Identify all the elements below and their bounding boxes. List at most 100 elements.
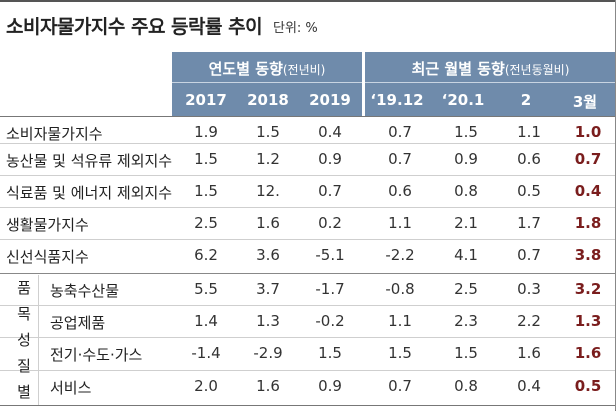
table-cell: 1.5	[256, 123, 280, 141]
header-group-annual: 연도별 동향(전년비) 2017 2018 2019	[172, 52, 362, 117]
row-label: 서비스	[50, 379, 92, 397]
table-cell: 2.0	[194, 377, 218, 395]
row-divider	[0, 175, 616, 176]
table-cell: 2.2	[517, 312, 541, 330]
table-cell: -5.1	[315, 246, 345, 264]
table-cell: 0.4	[574, 182, 602, 200]
row-label: 농산물 및 석유류 제외지수	[6, 152, 173, 170]
table-cell: 1.5	[388, 344, 412, 362]
row-divider	[0, 207, 616, 208]
table-cell: 1.6	[256, 214, 280, 232]
table-cell: 0.6	[388, 182, 412, 200]
table-cell: 3.6	[256, 246, 280, 264]
table-cell: 1.1	[388, 312, 412, 330]
table-cell: 0.3	[517, 280, 541, 298]
table-cell: 3.2	[574, 280, 602, 298]
row-label: 생활물가지수	[6, 216, 89, 234]
header-group-annual-sub: (전년비)	[282, 63, 326, 77]
table-cell: 2.5	[454, 280, 478, 298]
table-cell: 0.5	[574, 377, 602, 395]
table-cell: 0.7	[388, 123, 412, 141]
header-group-monthly-sub: (전년동월비)	[504, 63, 570, 77]
table-cell: -2.2	[385, 246, 415, 264]
column-header: 2	[520, 91, 532, 109]
table-cell: -1.4	[191, 344, 221, 362]
row-label: 식료품 및 에너지 제외지수	[6, 184, 173, 202]
table-cell: 0.9	[318, 150, 342, 168]
title-bar: 소비자물가지수 주요 등락률 추이 단위: %	[0, 0, 616, 44]
table-cell: 1.7	[517, 214, 541, 232]
table-cell: 2.1	[454, 214, 478, 232]
group-label-char: 별	[17, 383, 31, 401]
table-cell: 0.5	[517, 182, 541, 200]
table-cell: 1.9	[194, 123, 218, 141]
table-cell: 2.3	[454, 312, 478, 330]
table-cell: 1.1	[517, 123, 541, 141]
table-cell: 0.4	[318, 123, 342, 141]
table-cell: 6.2	[194, 246, 218, 264]
unit-label: 단위: %	[273, 21, 318, 36]
table-cell: -2.9	[253, 344, 283, 362]
row-divider	[0, 116, 616, 117]
table-cell: 0.7	[574, 150, 602, 168]
table-cell: 1.2	[256, 150, 280, 168]
column-header: 2017	[185, 91, 227, 109]
table-cell: 1.1	[388, 214, 412, 232]
table-cell: -1.7	[315, 280, 345, 298]
table-cell: 0.7	[388, 150, 412, 168]
table-cell: 12.	[256, 182, 280, 200]
header-group-monthly: 최근 월별 동향(전년동월비) ‘19.12 ‘20.1 2 3월	[365, 52, 616, 117]
group-divider	[0, 273, 616, 274]
row-label: 공업제품	[50, 314, 106, 332]
row-label: 소비자물가지수	[6, 125, 103, 143]
row-divider	[0, 239, 616, 240]
header-group-monthly-title: 최근 월별 동향(전년동월비)	[365, 58, 616, 79]
table-cell: 3.7	[256, 280, 280, 298]
table-cell: 3.8	[574, 246, 602, 264]
row-divider	[0, 370, 616, 371]
table-cell: 0.7	[388, 377, 412, 395]
table-title: 소비자물가지수 주요 등락률 추이	[6, 16, 263, 38]
table-cell: 5.5	[194, 280, 218, 298]
header-group-annual-title: 연도별 동향(전년비)	[172, 58, 362, 79]
table-cell: 1.6	[256, 377, 280, 395]
table-cell: 0.7	[517, 246, 541, 264]
header-separator	[172, 82, 362, 83]
column-header: 3월	[572, 93, 598, 111]
row-label: 농축수산물	[50, 282, 120, 300]
table-cell: 0.8	[454, 182, 478, 200]
column-header: ‘19.12	[370, 91, 424, 109]
column-header: 2019	[309, 91, 351, 109]
table-cell: 1.5	[318, 344, 342, 362]
row-label: 신선식품지수	[6, 248, 89, 266]
table-cell: 1.3	[256, 312, 280, 330]
group-label-char: 질	[17, 357, 31, 375]
row-divider	[0, 305, 616, 306]
table-cell: 1.3	[574, 312, 602, 330]
header-group-monthly-label: 최근 월별 동향	[411, 60, 505, 78]
group-label-column: 품 목 성 질 별	[10, 275, 39, 405]
column-header: 2018	[247, 91, 289, 109]
row-divider	[0, 337, 616, 338]
table-cell: 1.5	[454, 123, 478, 141]
table-cell: 1.6	[517, 344, 541, 362]
table-cell: 1.5	[194, 182, 218, 200]
table-cell: 0.4	[517, 377, 541, 395]
table-cell: 1.5	[194, 150, 218, 168]
table-cell: 0.2	[318, 214, 342, 232]
row-label: 전기·수도·가스	[50, 346, 143, 364]
table-cell: 0.7	[318, 182, 342, 200]
table-cell: 2.5	[194, 214, 218, 232]
column-header: ‘20.1	[441, 91, 485, 109]
table-cell: 1.8	[574, 214, 602, 232]
table-cell: 0.9	[454, 150, 478, 168]
table-cell: 4.1	[454, 246, 478, 264]
table-cell: 1.6	[574, 344, 602, 362]
table-cell: 1.4	[194, 312, 218, 330]
table-cell: 1.5	[454, 344, 478, 362]
table-cell: -0.2	[315, 312, 345, 330]
group-label-char: 목	[17, 305, 31, 323]
group-label-char: 성	[17, 331, 31, 349]
table-cell: 0.6	[517, 150, 541, 168]
table-cell: 1.0	[574, 123, 602, 141]
